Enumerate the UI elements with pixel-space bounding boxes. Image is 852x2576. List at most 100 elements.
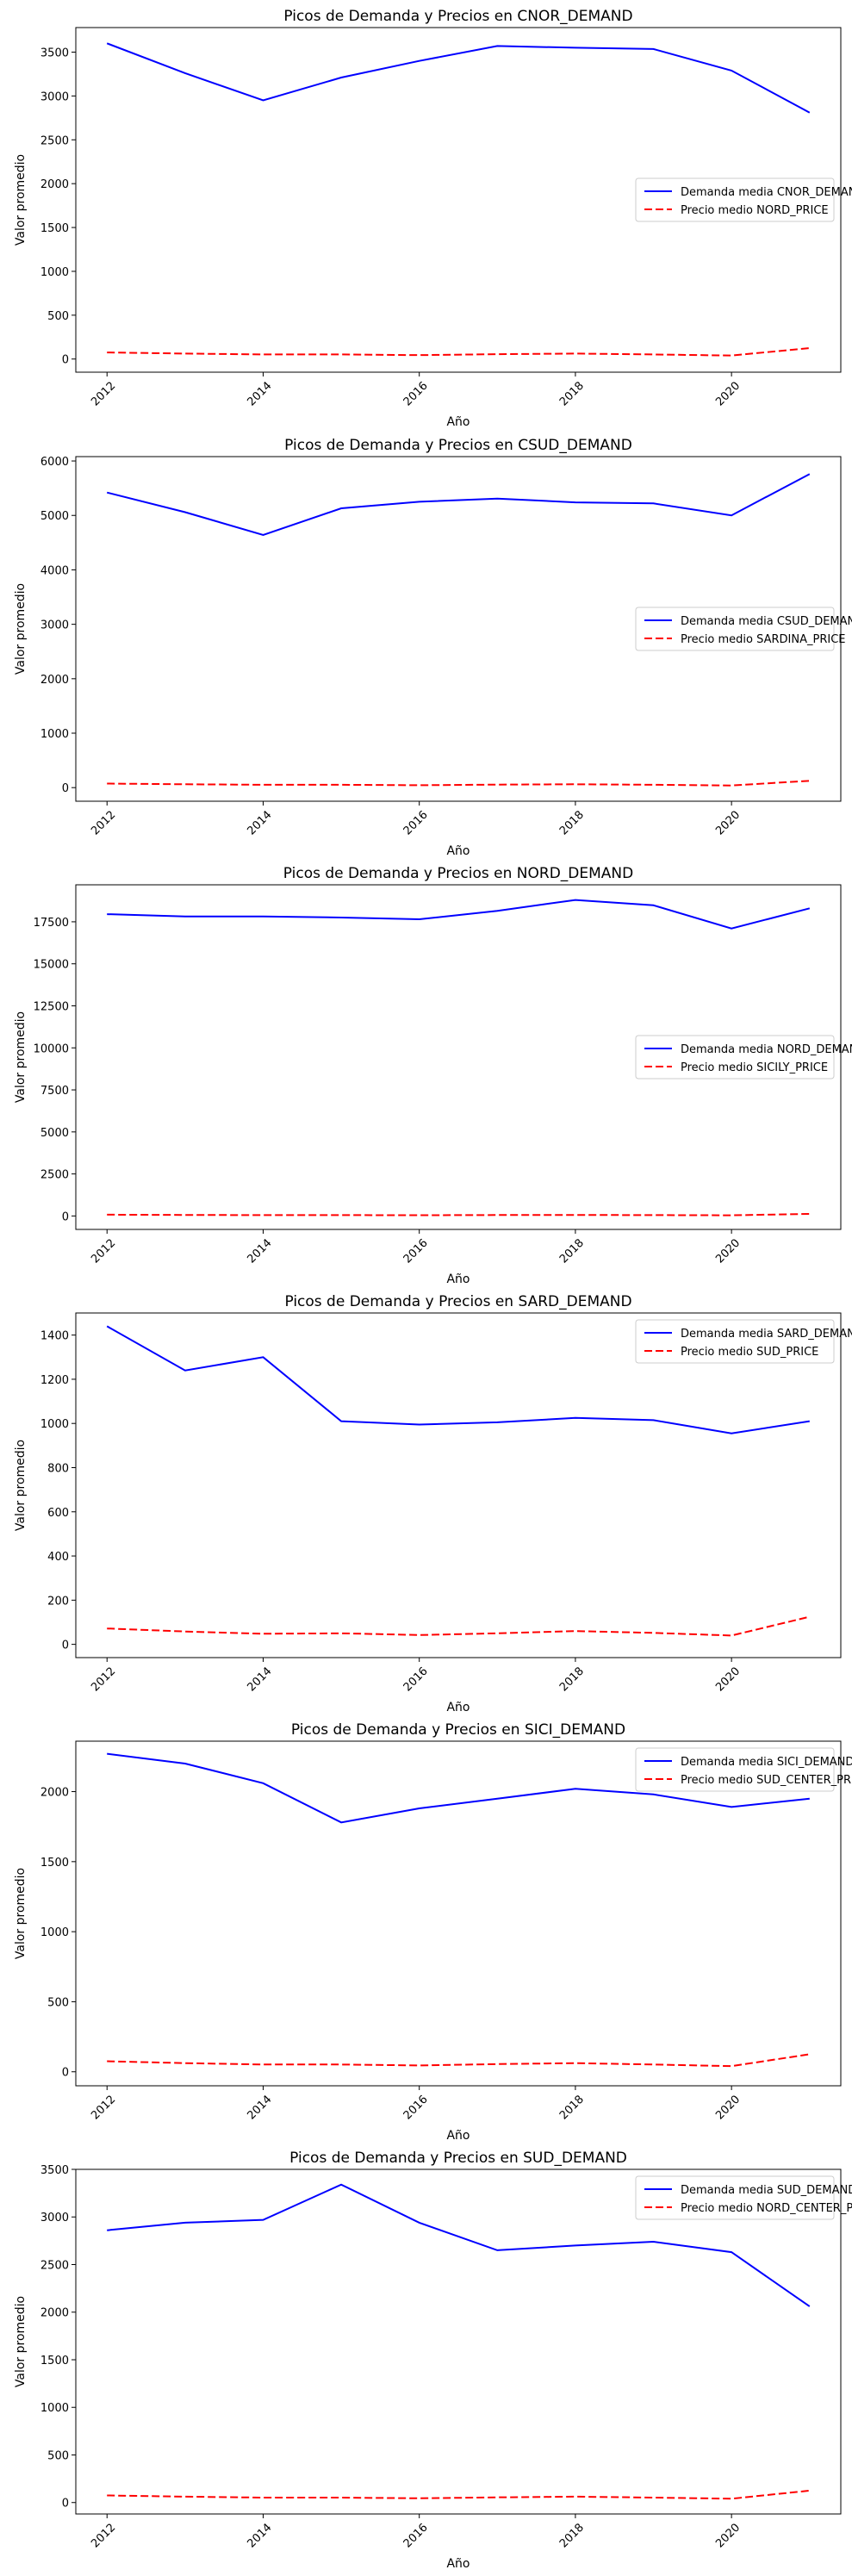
x-tick-label: 2012 — [89, 1664, 118, 1694]
data-point — [419, 1423, 420, 1425]
data-point — [262, 2219, 264, 2221]
data-point — [496, 45, 498, 47]
data-point — [106, 1214, 108, 1216]
data-point — [809, 1213, 811, 1215]
data-point — [262, 534, 264, 536]
data-point — [496, 1633, 498, 1634]
x-tick-label: 2012 — [89, 808, 118, 837]
x-tick-label: 2014 — [246, 2093, 275, 2122]
data-point — [340, 2184, 342, 2186]
series-line-1 — [107, 899, 811, 930]
y-tick-label: 0 — [62, 1640, 69, 1652]
y-tick-label: 7500 — [40, 1085, 69, 1098]
data-point — [262, 784, 264, 786]
y-tick-label: 2000 — [40, 1787, 69, 1800]
y-tick-label: 1000 — [40, 728, 69, 741]
data-point — [653, 1794, 655, 1795]
chart-5: Picos de Demanda y Precios en SICI_DEMAN… — [14, 1721, 852, 2143]
x-tick-label: 2014 — [246, 379, 275, 408]
data-point — [184, 2063, 186, 2064]
chart-title: Picos de Demanda y Precios en NORD_DEMAN… — [283, 865, 633, 882]
y-tick-label: 2500 — [40, 134, 69, 147]
data-point — [653, 2497, 655, 2498]
data-point — [575, 501, 576, 503]
y-tick-label: 0 — [62, 2067, 69, 2080]
x-tick-label: 2014 — [246, 1236, 275, 1266]
legend: Demanda media SARD_DEMAND Precio medio SU… — [635, 1319, 852, 1364]
legend-label: Demanda media SARD_DEMAND — [681, 1328, 852, 1341]
data-point — [262, 1783, 264, 1784]
data-point — [653, 1214, 655, 1216]
x-tick-label: 2016 — [401, 2521, 431, 2550]
x-tick-label: 2020 — [713, 1236, 743, 1266]
y-axis-label: Valor promedio — [14, 154, 28, 246]
chart-title: Picos de Demanda y Precios en SICI_DEMAN… — [291, 1721, 625, 1739]
data-point — [809, 1798, 811, 1800]
x-tick-label: 2014 — [246, 2521, 275, 2550]
x-axis-label: Año — [446, 415, 470, 429]
y-tick-label: 3500 — [40, 47, 69, 59]
data-point — [731, 2498, 732, 2499]
data-point — [340, 1214, 342, 1216]
data-point — [575, 1417, 576, 1419]
legend: Demanda media SUD_DEMAND Precio medio NOR… — [635, 2175, 852, 2220]
data-point — [106, 1627, 108, 1629]
y-tick-label: 2000 — [40, 178, 69, 191]
data-point — [106, 1753, 108, 1755]
y-axis-label: Valor promedio — [14, 583, 28, 675]
data-point — [340, 1821, 342, 1823]
legend-frame — [635, 2175, 835, 2220]
data-point — [184, 916, 186, 918]
data-point — [731, 1433, 732, 1434]
data-point — [731, 928, 732, 930]
legend-label: Precio medio NORD_PRICE — [681, 204, 829, 217]
y-tick-label: 2500 — [40, 1169, 69, 1182]
y-axis-label: Valor promedio — [14, 1011, 28, 1103]
data-point — [419, 2064, 420, 2066]
y-axis-label: Valor promedio — [14, 2296, 28, 2387]
data-point — [653, 502, 655, 504]
x-tick-label: 2014 — [246, 808, 275, 837]
x-tick-label: 2018 — [557, 1236, 587, 1266]
legend-label: Demanda media NORD_DEMAND — [681, 1043, 852, 1056]
x-tick-label: 2018 — [557, 2093, 587, 2122]
data-point — [809, 907, 811, 909]
legend-label: Precio medio SUD_CENTER_PRICE — [681, 1774, 852, 1787]
y-tick-label: 1000 — [40, 266, 69, 279]
data-point — [653, 1419, 655, 1421]
chart-title: Picos de Demanda y Precios en SUD_DEMAND — [289, 2150, 627, 2167]
data-point — [340, 784, 342, 786]
x-tick-label: 2018 — [557, 2521, 587, 2550]
data-point — [106, 2230, 108, 2231]
data-point — [575, 2496, 576, 2498]
x-axis-label: Año — [446, 1701, 470, 1714]
data-point — [419, 918, 420, 920]
legend: Demanda media CNOR_DEMAND Precio medio NO… — [635, 177, 852, 222]
series-line-2 — [107, 2053, 810, 2068]
y-tick-label: 5000 — [40, 510, 69, 523]
legend-frame — [635, 607, 835, 651]
data-point — [653, 1632, 655, 1633]
data-point — [184, 1631, 186, 1633]
legend-label: Precio medio SARDINA_PRICE — [681, 633, 846, 646]
series-line-2 — [107, 1615, 811, 1637]
series-line-1 — [107, 1752, 810, 1824]
series-line-1 — [106, 473, 811, 537]
data-point — [262, 2063, 264, 2065]
data-point — [575, 2063, 576, 2064]
plot-frame — [75, 2168, 842, 2515]
x-axis-label: Año — [446, 2557, 470, 2571]
y-tick-label: 1200 — [40, 1374, 69, 1387]
chart-4: Picos de Demanda y Precios en SARD_DEMAN… — [14, 1293, 852, 1714]
legend-label: Precio medio SICILY_PRICE — [681, 1061, 828, 1074]
y-tick-label: 15000 — [34, 959, 69, 972]
x-tick-label: 2016 — [401, 1664, 431, 1694]
y-tick-label: 0 — [62, 782, 69, 795]
legend-label: Demanda media CNOR_DEMAND — [681, 186, 852, 199]
x-tick-label: 2020 — [713, 379, 743, 408]
legend-frame — [635, 1035, 835, 1080]
y-tick-label: 2000 — [40, 674, 69, 687]
y-tick-label: 2000 — [40, 2307, 69, 2320]
legend-label: Demanda media CSUD_DEMAND — [681, 615, 852, 628]
data-point — [419, 1808, 420, 1809]
